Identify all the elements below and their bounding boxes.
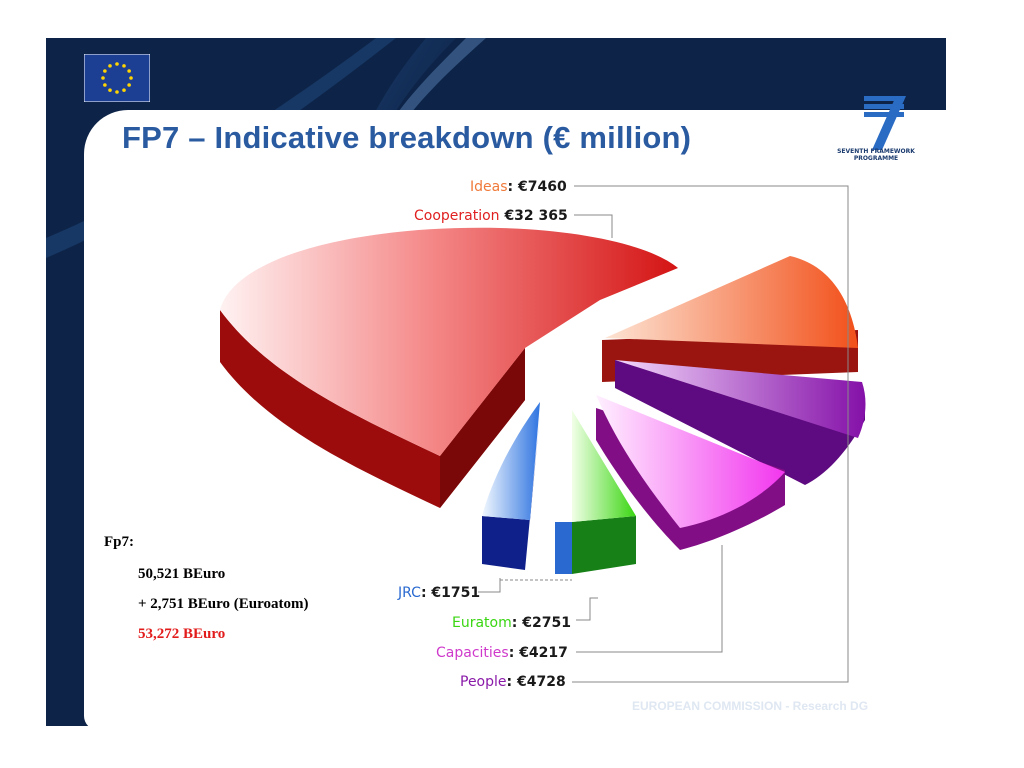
- pie-slice-cooperation: [220, 227, 678, 508]
- notes-heading: Fp7:: [104, 534, 134, 550]
- notes-line-2: + 2,751 BEuro (Euroatom): [138, 596, 309, 612]
- eu-star-icon: [115, 62, 119, 66]
- eu-star-icon: [108, 64, 112, 68]
- eu-star-icon: [115, 90, 119, 94]
- label-people: People: €4728: [460, 674, 566, 690]
- notes-line-1: 50,521 BEuro: [138, 566, 226, 582]
- pie-slice-capacities: [596, 395, 785, 550]
- pie-slice-people: [615, 360, 866, 485]
- label-euratom: Euratom: €2751: [452, 615, 571, 631]
- pie-slice-jrc: [482, 402, 540, 570]
- leader-lines: [478, 185, 849, 683]
- eu-flag-icon: [84, 54, 150, 102]
- notes-total: 53,272 BEuro: [138, 626, 226, 642]
- eu-star-icon: [127, 69, 131, 73]
- slide-title: FP7 – Indicative breakdown (€ million): [122, 120, 692, 155]
- fp7-logo-caption: SEVENTH FRAMEWORK PROGRAMME: [837, 148, 915, 162]
- eu-star-icon: [129, 76, 133, 80]
- eu-star-icon: [101, 76, 105, 80]
- label-cooperation: Cooperation €32 365: [414, 208, 568, 224]
- eu-star-icon: [122, 88, 126, 92]
- footer-text: EUROPEAN COMMISSION - Research DG: [632, 699, 869, 713]
- eu-star-icon: [122, 64, 126, 68]
- fp7-logo-icon: [864, 96, 906, 150]
- eu-star-icon: [103, 83, 107, 87]
- label-ideas: Ideas: €7460: [470, 179, 567, 195]
- eu-star-icon: [103, 69, 107, 73]
- label-jrc: JRC: €1751: [397, 585, 480, 601]
- eu-star-icon: [108, 88, 112, 92]
- eu-star-icon: [127, 83, 131, 87]
- label-capacities: Capacities: €4217: [436, 645, 568, 661]
- pie-slice-euratom: [555, 410, 636, 574]
